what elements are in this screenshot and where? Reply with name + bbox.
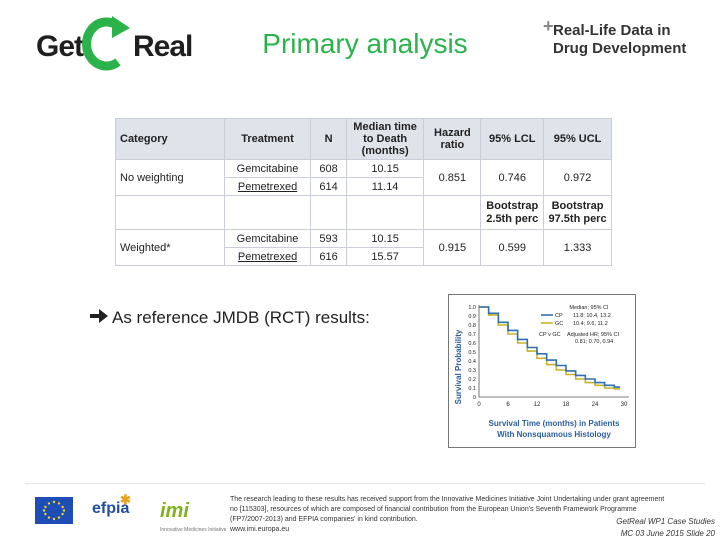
km-x-label-line1: Survival Time (months) in Patients bbox=[489, 419, 621, 428]
km-legend-gc-label: GC bbox=[555, 321, 563, 327]
n-cell: 614 bbox=[310, 177, 347, 196]
header-n: N bbox=[310, 118, 347, 160]
km-legend-gc-value: 10.4; 9.6, 11.2 bbox=[573, 321, 608, 327]
median-cell: 15.57 bbox=[345, 247, 425, 266]
table-row: No weighting Gemcitabine 608 10.15 0.851… bbox=[115, 159, 612, 196]
rld-logo: + Real-Life Data in Drug Development bbox=[543, 16, 713, 58]
treatment-cell: Pemetrexed bbox=[223, 177, 312, 196]
treatment-cell: Pemetrexed bbox=[223, 247, 312, 266]
imi-logo: imi Innovative Medicines Initiative bbox=[160, 500, 227, 533]
km-y-tick-label: 0.6 bbox=[468, 341, 476, 347]
km-x-tick-label: 6 bbox=[506, 402, 510, 408]
km-x-tick-label: 12 bbox=[534, 402, 541, 408]
table-header-row: Category Treatment N Median time to Deat… bbox=[115, 118, 612, 160]
results-table: Category Treatment N Median time to Deat… bbox=[115, 118, 612, 266]
km-x-tick-label: 18 bbox=[563, 402, 570, 408]
logo-get-text: Get bbox=[36, 30, 84, 63]
km-survival-plot: Survival Probability 1.0 0.9 0.8 0.7 0.6 0.5 0… bbox=[448, 294, 636, 448]
km-y-ticks: 1.0 0.9 0.8 0.7 0.6 0.5 0.4 0.3 0.2 0.1 0 bbox=[468, 305, 476, 401]
category-no-weighting: No weighting bbox=[115, 159, 225, 196]
logo-arrow-icon bbox=[82, 16, 130, 71]
km-y-tick-label: 0.1 bbox=[468, 386, 476, 392]
km-hr-value: 0.81; 0.70, 0.94 bbox=[575, 339, 613, 345]
reference-line1: GetReal WP1 Case Studies bbox=[616, 517, 715, 526]
header-hazard-ratio: Hazard ratio bbox=[423, 118, 482, 160]
ucl-cell: 1.333 bbox=[543, 229, 612, 266]
km-legend-cp-value: 11.8; 10.4, 13.2 bbox=[573, 313, 611, 319]
table-row: Weighted* Gemcitabine 593 10.15 0.915 0.… bbox=[115, 229, 612, 266]
km-hr-label: CP v GC bbox=[539, 332, 561, 338]
km-x-tick-label: 24 bbox=[592, 402, 599, 408]
km-x-tick-label: 30 bbox=[621, 402, 628, 408]
km-y-tick-label: 0.4 bbox=[468, 359, 476, 365]
lcl-cell: 0.746 bbox=[480, 159, 545, 196]
n-cell: 593 bbox=[310, 229, 347, 248]
bootstrap-lcl-label: Bootstrap 2.5th perc bbox=[480, 195, 545, 230]
star-icon: ✱ bbox=[120, 492, 131, 507]
km-x-ticks: 0 6 12 18 24 30 bbox=[477, 402, 628, 408]
n-cell: 616 bbox=[310, 247, 347, 266]
logo-real-text: Real bbox=[133, 30, 193, 63]
km-legend-header: Median; 95% CI bbox=[569, 305, 609, 311]
rld-logo-line2: Drug Development bbox=[553, 40, 687, 57]
median-cell: 10.15 bbox=[345, 159, 425, 178]
km-y-tick-label: 0.8 bbox=[468, 323, 476, 329]
acknowledgement-text: The research leading to these results ha… bbox=[230, 495, 670, 535]
header-ucl: 95% UCL bbox=[543, 118, 612, 160]
header-treatment: Treatment bbox=[223, 118, 312, 160]
category-weighted: Weighted* bbox=[115, 229, 225, 266]
bullet-point: As reference JMDB (RCT) results: bbox=[90, 308, 370, 328]
bullet-text: As reference JMDB (RCT) results: bbox=[112, 308, 370, 327]
table-row-bootstrap: Bootstrap 2.5th perc Bootstrap 97.5th pe… bbox=[115, 195, 612, 230]
km-y-tick-label: 0.7 bbox=[468, 332, 476, 338]
km-y-tick-label: 1.0 bbox=[468, 305, 476, 311]
efpia-logo: ✱ efpia bbox=[92, 492, 131, 517]
treatment-cell: Gemcitabine bbox=[223, 229, 312, 248]
km-y-tick-label: 0.5 bbox=[468, 350, 476, 356]
km-y-tick-label: 0 bbox=[473, 395, 476, 401]
rld-logo-line1: Real-Life Data in bbox=[553, 22, 671, 39]
km-y-tick-label: 0.9 bbox=[468, 314, 476, 320]
km-y-label: Survival Probability bbox=[454, 329, 463, 404]
km-y-tick-label: 0.2 bbox=[468, 377, 476, 383]
median-cell: 11.14 bbox=[345, 177, 425, 196]
header-lcl: 95% LCL bbox=[480, 118, 545, 160]
ucl-cell: 0.972 bbox=[543, 159, 612, 196]
reference-line2: MC 03 June 2015 Slide 20 bbox=[620, 529, 715, 538]
getreal-logo: Get Real bbox=[30, 14, 193, 74]
slide-reference: GetReal WP1 Case Studies MC 03 June 2015… bbox=[570, 516, 715, 540]
header-category: Category bbox=[115, 118, 225, 160]
km-x-tick-label: 0 bbox=[477, 402, 481, 408]
imi-url: www.imi.europa.eu bbox=[230, 526, 290, 533]
plus-icon: + bbox=[543, 16, 554, 36]
km-curve-cp bbox=[479, 306, 620, 388]
median-cell: 10.15 bbox=[345, 229, 425, 248]
hazard-ratio-cell: 0.851 bbox=[423, 159, 482, 196]
km-legend-cp-label: CP bbox=[555, 313, 563, 319]
bootstrap-ucl-label: Bootstrap 97.5th perc bbox=[543, 195, 612, 230]
hazard-ratio-cell: 0.915 bbox=[423, 229, 482, 266]
slide-title: Primary analysis bbox=[262, 28, 468, 59]
km-x-label-line2: With Nonsquamous Histology bbox=[497, 430, 611, 439]
treatment-cell: Gemcitabine bbox=[223, 159, 312, 178]
km-y-tick-label: 0.3 bbox=[468, 368, 476, 374]
header-median: Median time to Death (months) bbox=[345, 118, 425, 160]
eu-flag-icon bbox=[35, 497, 73, 524]
n-cell: 608 bbox=[310, 159, 347, 178]
lcl-cell: 0.599 bbox=[480, 229, 545, 266]
arrow-right-icon bbox=[90, 309, 108, 323]
table-row: Pemetrexed 616 15.57 bbox=[116, 247, 612, 266]
footer-divider bbox=[25, 483, 705, 484]
km-hr-header: Adjusted HR; 95% CI bbox=[567, 332, 619, 338]
